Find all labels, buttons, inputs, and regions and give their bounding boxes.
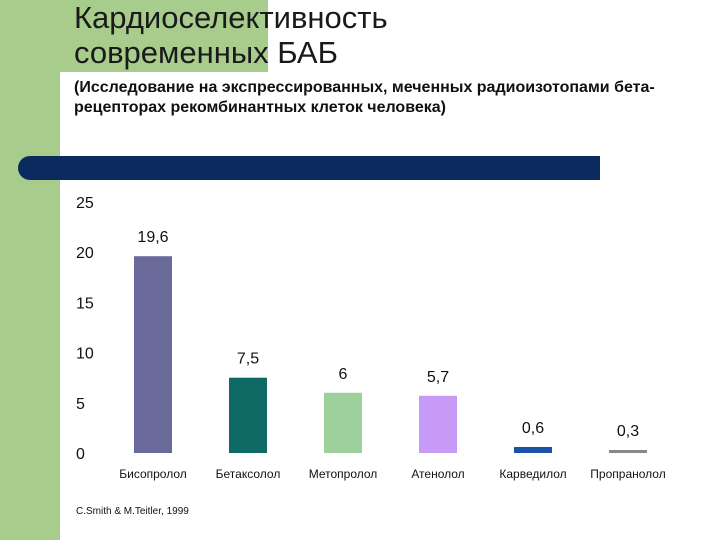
x-category-label: Атенолол [411,467,464,481]
bar-1 [134,256,172,453]
bar-value-label: 0,3 [617,423,639,440]
top-accent-panel [0,0,268,72]
y-tick-label: 15 [76,295,94,312]
left-accent-panel [0,0,60,540]
bar-value-label: 7,5 [237,351,259,368]
x-category-label: Карведилол [499,467,566,481]
y-tick-label: 25 [76,195,94,212]
bar-3 [324,392,362,453]
bar-4 [419,395,457,453]
y-tick-label: 10 [76,346,94,363]
x-category-label: Бисопролол [119,467,187,481]
x-category-label: Пропранолол [590,467,665,481]
source-citation: C.Smith & M.Teitler, 1999 [76,506,189,517]
slide-title: Кардиоселективность современных БАБ [74,0,388,70]
bar-5 [514,446,552,453]
y-tick-label: 0 [76,446,85,463]
bar-2 [229,377,267,453]
bar-value-label: 0,6 [522,420,544,437]
title-line-2: современных БАБ [74,35,338,70]
bar-value-label: 19,6 [137,229,168,246]
x-category-label: Бетаксолол [216,467,281,481]
slide-subtitle: (Исследование на экспрессированных, мече… [74,79,655,116]
x-category-label: Метопролол [309,467,378,481]
bar-value-label: 6 [339,366,348,383]
y-tick-label: 5 [76,396,85,413]
divider-bar [18,156,600,180]
bar-6 [609,449,647,453]
title-line-1: Кардиоселективность [74,0,388,35]
bar-value-label: 5,7 [427,369,449,386]
y-tick-label: 20 [76,245,94,262]
